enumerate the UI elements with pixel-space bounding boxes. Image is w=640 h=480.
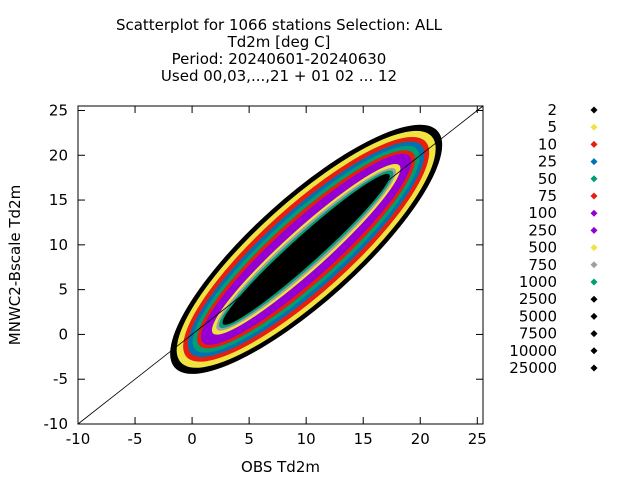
legend-marker	[590, 364, 598, 372]
x-tick-label: -5	[128, 430, 143, 448]
y-axis-label: MNWC2-Bscale Td2m	[6, 185, 24, 345]
y-tick-label: 20	[49, 146, 68, 164]
y-tick-label: 25	[49, 101, 68, 119]
y-tick-label: 0	[58, 325, 68, 343]
legend-label: 7500	[519, 325, 557, 343]
legend-label: 250	[528, 221, 557, 239]
y-tick-label: -5	[53, 370, 68, 388]
y-tick-label: 5	[58, 281, 68, 299]
y-tick-label: 10	[49, 236, 68, 254]
title-line: Used 00,03,...,21 + 01 02 ... 12	[161, 67, 397, 85]
legend-label: 5000	[519, 307, 557, 325]
legend-label: 10	[538, 135, 557, 153]
legend-label: 10000	[509, 342, 557, 360]
x-tick-label: 0	[187, 430, 197, 448]
legend-marker	[590, 175, 598, 183]
y-tick-label: -10	[44, 415, 69, 433]
y-axis-ticks: -10 -5 0 5 10 15 20 25	[44, 101, 483, 433]
x-tick-label: 10	[297, 430, 316, 448]
legend-label: 5	[547, 118, 557, 136]
legend-marker	[590, 209, 598, 217]
legend-label: 1000	[519, 273, 557, 291]
x-tick-label: -10	[66, 430, 91, 448]
legend-marker	[590, 312, 598, 320]
legend-label: 500	[528, 239, 557, 257]
chart-title: Scatterplot for 1066 stations Selection:…	[116, 16, 443, 85]
x-tick-label: 15	[354, 430, 373, 448]
title-line: Td2m [deg C]	[227, 33, 331, 51]
x-tick-label: 25	[468, 430, 487, 448]
legend-marker	[590, 140, 598, 148]
legend-marker	[590, 192, 598, 200]
legend-label: 25000	[509, 359, 557, 377]
legend-label: 2500	[519, 290, 557, 308]
legend-label: 75	[538, 187, 557, 205]
legend-marker	[590, 158, 598, 166]
legend-marker	[590, 278, 598, 286]
x-tick-label: 20	[411, 430, 430, 448]
legend-label: 100	[528, 204, 557, 222]
x-tick-label: 5	[244, 430, 254, 448]
legend-label: 25	[538, 153, 557, 171]
identity-line	[77, 105, 484, 425]
title-line: Scatterplot for 1066 stations Selection:…	[116, 16, 443, 34]
legend-marker	[590, 347, 598, 355]
legend-label: 50	[538, 170, 557, 188]
y-tick-label: 15	[49, 191, 68, 209]
legend-marker	[590, 295, 598, 303]
legend: 2510255075100250500750100025005000750010…	[509, 101, 598, 377]
title-line: Period: 20240601-20240630	[172, 50, 387, 68]
density-cloud	[170, 124, 443, 374]
legend-marker	[590, 123, 598, 131]
plot-frame	[77, 105, 484, 425]
x-axis-label: OBS Td2m	[241, 458, 320, 476]
legend-marker	[590, 330, 598, 338]
legend-label: 750	[528, 256, 557, 274]
legend-marker	[590, 244, 598, 252]
legend-label: 2	[547, 101, 557, 119]
x-axis-ticks: -10 -5 0 5 10 15 20 25	[66, 106, 487, 448]
legend-marker	[590, 106, 598, 114]
legend-marker	[590, 261, 598, 269]
legend-marker	[590, 226, 598, 234]
